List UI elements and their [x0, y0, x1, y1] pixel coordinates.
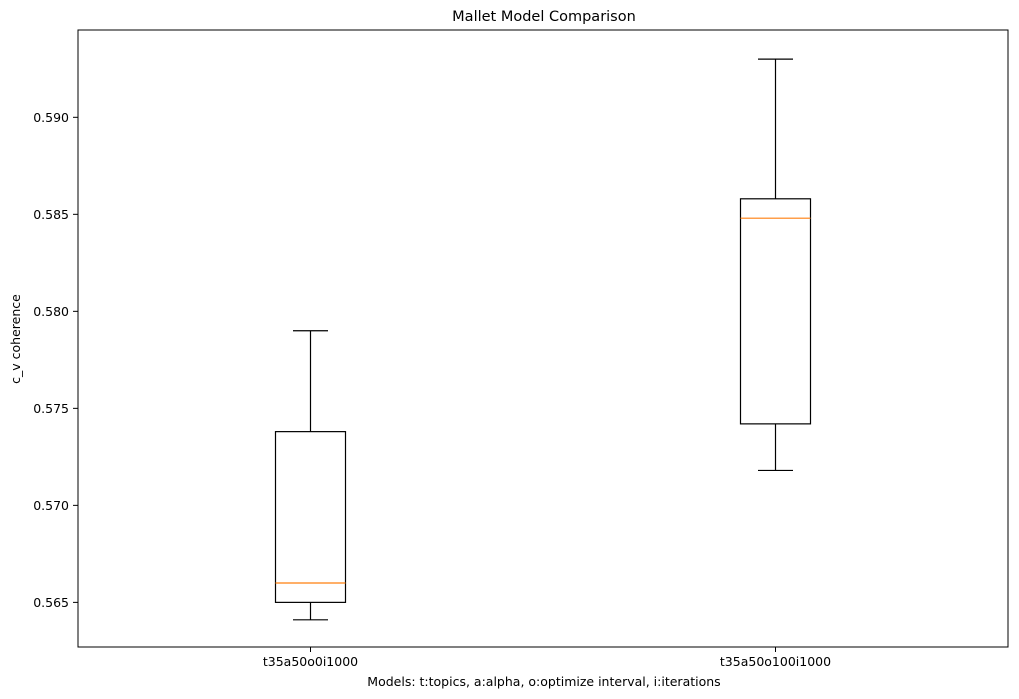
y-tick-label-4: 0.585 [33, 207, 69, 222]
x-axis-label: Models: t:topics, a:alpha, o:optimize in… [367, 674, 720, 689]
box-group-0 [274, 330, 347, 621]
y-axis-label: c_v coherence [8, 294, 23, 384]
y-tick-label-0: 0.565 [33, 595, 69, 610]
y-tick-label-1: 0.570 [33, 498, 69, 513]
y-tick-label-2: 0.575 [33, 401, 69, 416]
plot-frame [77, 29, 1009, 648]
y-tick-label-3: 0.580 [33, 304, 69, 319]
x-tick-label-1: t35a50o100i1000 [720, 654, 831, 669]
x-tick-label-0: t35a50o0i1000 [263, 654, 358, 669]
iqr-box-1 [739, 198, 812, 425]
plot-area [274, 58, 812, 621]
iqr-box-0 [274, 431, 347, 603]
chart-title: Mallet Model Comparison [452, 9, 636, 25]
axes: 0.565 0.570 0.575 0.580 0.585 0.590 t35a50o0i1… [33, 29, 1009, 669]
y-tick-label-5: 0.590 [33, 110, 69, 125]
box-group-1 [739, 58, 812, 472]
